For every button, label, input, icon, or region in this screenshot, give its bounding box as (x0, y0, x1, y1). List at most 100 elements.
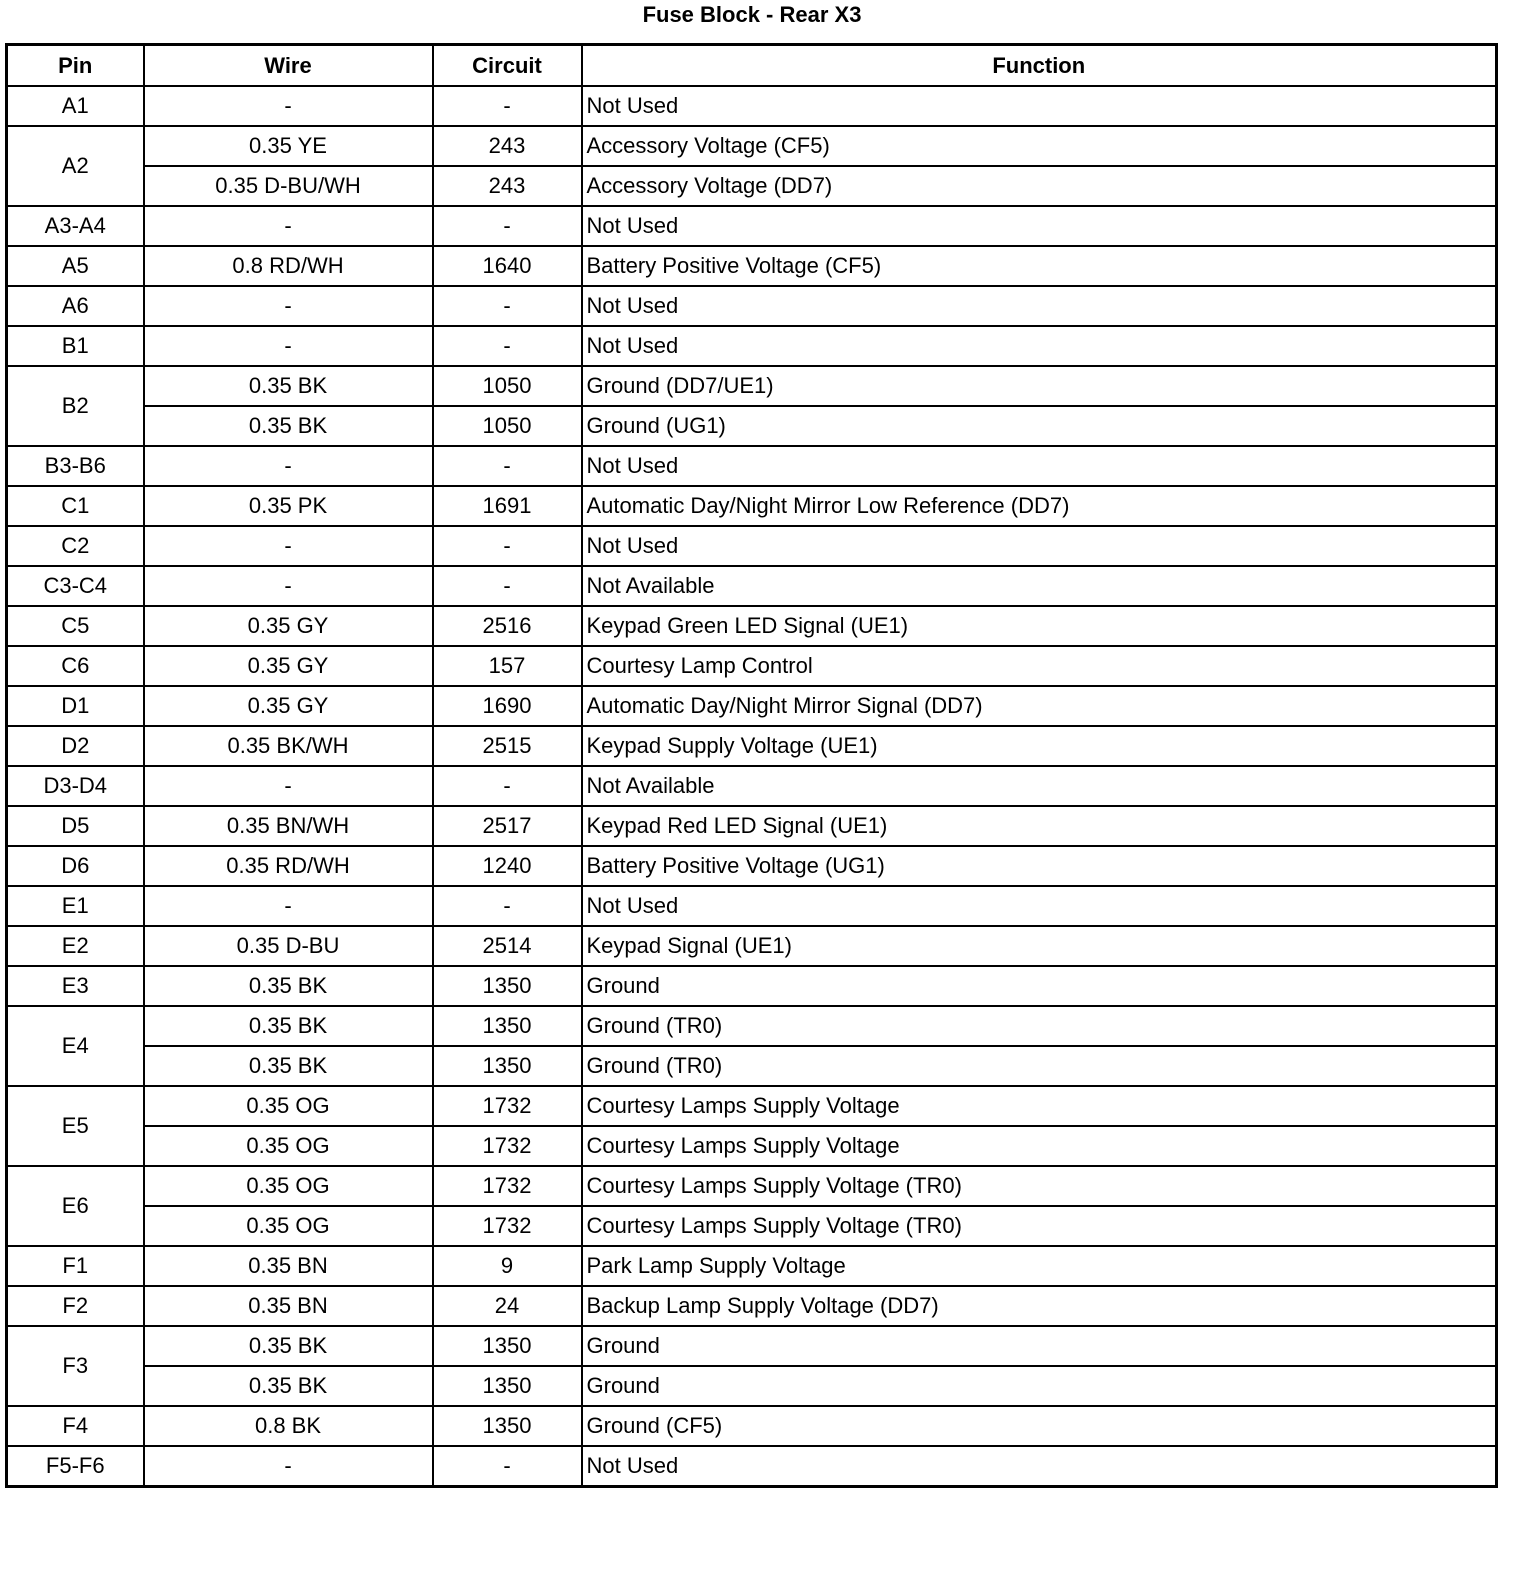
table-row: A3-A4- - Not Used (5, 205, 1498, 247)
table-row: F4 0.8 BK 1350 Ground (CF5) (5, 1405, 1498, 1447)
header-circuit: Circuit (431, 43, 583, 87)
function-cell: Not Used (580, 445, 1498, 487)
function-cell: Ground (580, 1325, 1498, 1367)
function-cell: Courtesy Lamps Supply Voltage (580, 1085, 1498, 1127)
pin-cell: E3 (5, 965, 145, 1007)
wire-cell: 0.35 BK (142, 1325, 434, 1367)
wire-cell: - (142, 85, 434, 127)
wire-cell: - (142, 885, 434, 927)
circuit-cell: - (431, 565, 583, 607)
function-cell: Courtesy Lamps Supply Voltage (580, 1125, 1498, 1167)
table-row: E1- - Not Used (5, 885, 1498, 927)
table-row: 0.35 BK 1350 Ground (TR0) (7, 1045, 1498, 1087)
table-row: D2 0.35 BK/WH 2515 Keypad Supply Voltage (U… (5, 725, 1498, 767)
wire-cell: - (142, 325, 434, 367)
pin-cell: C3-C4 (5, 565, 145, 607)
circuit-cell: 1240 (431, 845, 583, 887)
wire-cell: - (142, 1445, 434, 1488)
pin-cell: A2 (5, 125, 145, 207)
wire-cell: 0.35 BK (142, 1005, 434, 1047)
circuit-cell: 1732 (431, 1085, 583, 1127)
table-row: C1 0.35 PK 1691 Automatic Day/Night Mirror … (5, 485, 1498, 527)
circuit-cell: - (431, 445, 583, 487)
circuit-cell: 2517 (431, 805, 583, 847)
pin-cell: E1 (5, 885, 145, 927)
circuit-cell: - (431, 85, 583, 127)
circuit-cell: 157 (431, 645, 583, 687)
pin-cell: E6 (5, 1165, 145, 1247)
table-row: E4 0.35 BK 1350 Ground (TR0) (5, 1005, 1498, 1087)
function-cell: Keypad Supply Voltage (UE1) (580, 725, 1498, 767)
circuit-cell: 1050 (431, 405, 583, 447)
circuit-cell: 1350 (431, 1325, 583, 1367)
function-cell: Not Used (580, 325, 1498, 367)
table-row: B1- - Not Used (5, 325, 1498, 367)
table-row: B2 0.35 BK 1050 Ground (DD7/UE1) (5, 365, 1498, 447)
pin-cell: E2 (5, 925, 145, 967)
function-cell: Not Used (580, 885, 1498, 927)
pin-cell: C2 (5, 525, 145, 567)
table-row: 0.35 D-BU/WH 243 Accessory Voltage (DD7) (7, 165, 1498, 207)
wire-cell: - (142, 205, 434, 247)
table-row: E2 0.35 D-BU 2514 Keypad Signal (UE1) (5, 925, 1498, 967)
table-row: A2 0.35 YE 243 Accessory Voltage (CF5) (5, 125, 1498, 207)
pin-cell: D2 (5, 725, 145, 767)
circuit-cell: 1350 (431, 965, 583, 1007)
wire-cell: 0.35 BK (142, 1365, 434, 1407)
table-row: 0.35 OG 1732 Courtesy Lamps Supply Voltage (7, 1125, 1498, 1167)
table-row: E3 0.35 BK 1350 Ground (5, 965, 1498, 1007)
pin-cell: E4 (5, 1005, 145, 1087)
function-cell: Courtesy Lamp Control (580, 645, 1498, 687)
pin-cell: E5 (5, 1085, 145, 1167)
wire-cell: 0.35 GY (142, 645, 434, 687)
table-row: F1 0.35 BN 9 Park Lamp Supply Voltage (5, 1245, 1498, 1287)
header-function: Function (580, 43, 1498, 87)
wire-cell: 0.35 BN (142, 1285, 434, 1327)
pin-cell: F1 (5, 1245, 145, 1287)
table-row: A1- - Not Used (5, 85, 1498, 127)
wire-cell: 0.35 OG (142, 1165, 434, 1207)
table-row: C2- - Not Used (5, 525, 1498, 567)
table-row: F3 0.35 BK 1350 Ground (5, 1325, 1498, 1407)
table-row: C5 0.35 GY 2516 Keypad Green LED Signal (UE… (5, 605, 1498, 647)
circuit-cell: 9 (431, 1245, 583, 1287)
function-cell: Backup Lamp Supply Voltage (DD7) (580, 1285, 1498, 1327)
wire-cell: 0.35 BK (142, 405, 434, 447)
circuit-cell: 1732 (431, 1125, 583, 1167)
circuit-cell: 243 (431, 165, 583, 207)
function-cell: Park Lamp Supply Voltage (580, 1245, 1498, 1287)
wire-cell: - (142, 765, 434, 807)
header-wire: Wire (142, 43, 434, 87)
function-cell: Not Used (580, 85, 1498, 127)
wire-cell: 0.35 PK (142, 485, 434, 527)
wire-cell: 0.35 GY (142, 685, 434, 727)
pin-cell: B2 (5, 365, 145, 447)
circuit-cell: 2514 (431, 925, 583, 967)
wire-cell: 0.8 BK (142, 1405, 434, 1447)
function-cell: Accessory Voltage (CF5) (580, 125, 1498, 167)
header-pin: Pin (5, 43, 145, 87)
pin-cell: D5 (5, 805, 145, 847)
function-cell: Automatic Day/Night Mirror Low Reference… (580, 485, 1498, 527)
wire-cell: 0.35 BK (142, 1045, 434, 1087)
wire-cell: 0.35 BN (142, 1245, 434, 1287)
pin-cell: F4 (5, 1405, 145, 1447)
table-row: D3-D4- - Not Available (5, 765, 1498, 807)
wire-cell: 0.8 RD/WH (142, 245, 434, 287)
function-cell: Keypad Red LED Signal (UE1) (580, 805, 1498, 847)
wire-cell: 0.35 BK/WH (142, 725, 434, 767)
function-cell: Ground (TR0) (580, 1045, 1498, 1087)
pin-cell: D1 (5, 685, 145, 727)
circuit-cell: 1732 (431, 1165, 583, 1207)
pin-cell: F5-F6 (5, 1445, 145, 1488)
pin-cell: F3 (5, 1325, 145, 1407)
function-cell: Ground (UG1) (580, 405, 1498, 447)
table-row: D5 0.35 BN/WH 2517 Keypad Red LED Signal (U… (5, 805, 1498, 847)
circuit-cell: 1050 (431, 365, 583, 407)
circuit-cell: 2516 (431, 605, 583, 647)
function-cell: Not Used (580, 205, 1498, 247)
pin-cell: A1 (5, 85, 145, 127)
pin-cell: A5 (5, 245, 145, 287)
table-row: D1 0.35 GY 1690 Automatic Day/Night Mirror … (5, 685, 1498, 727)
function-cell: Not Available (580, 765, 1498, 807)
